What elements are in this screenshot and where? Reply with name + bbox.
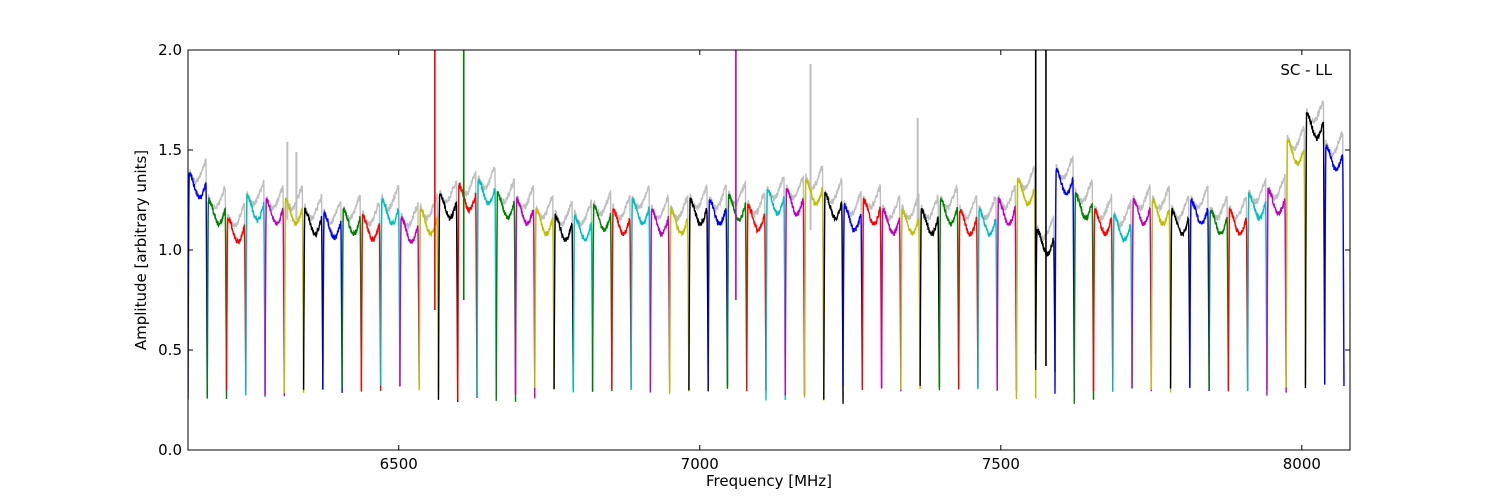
series-line [611, 208, 632, 389]
series-line [476, 178, 497, 398]
series-line [1112, 213, 1133, 392]
series-line [302, 207, 324, 390]
series-line [514, 195, 536, 399]
series-line [1054, 167, 1075, 394]
series-line [649, 208, 671, 393]
series-line [437, 193, 459, 402]
series-line [803, 178, 825, 401]
series-line [938, 196, 960, 391]
series-line [823, 191, 844, 404]
series-line [399, 216, 420, 387]
series-line [668, 205, 690, 394]
series-line [188, 171, 208, 400]
series-line [1324, 144, 1345, 386]
x-tick-label: 8000 [1283, 455, 1321, 473]
series-line [880, 207, 902, 392]
ticks-layer: 6500 7000 7500 8000 0.0 0.5 1.0 1.5 2.0 [158, 41, 1350, 473]
series-line [1304, 112, 1326, 389]
y-tick-label: 1.5 [158, 141, 182, 159]
series-line [1073, 192, 1095, 404]
series-line [1208, 209, 1230, 391]
series-line [1246, 192, 1268, 391]
series-line [726, 193, 748, 391]
series-line [996, 197, 1018, 391]
series-line [264, 197, 286, 397]
series-line [957, 208, 979, 390]
series-line [572, 214, 594, 393]
series-line [1169, 207, 1191, 389]
series-line [1227, 206, 1249, 392]
series-line [688, 197, 709, 392]
y-tick-label: 0.0 [158, 441, 182, 459]
series-line [630, 197, 652, 392]
series-line [977, 207, 998, 391]
y-tick-label: 1.0 [158, 241, 182, 259]
series-line [1266, 186, 1287, 396]
series-line [225, 216, 247, 392]
series-line [495, 191, 517, 402]
series-line [553, 213, 575, 390]
y-tick-label: 0.5 [158, 341, 182, 359]
series-line [283, 196, 305, 393]
series-line [206, 196, 228, 400]
series-line [360, 213, 382, 392]
series-line [765, 189, 786, 401]
series-line [245, 193, 266, 397]
series-line [1189, 198, 1210, 392]
series-line [379, 197, 401, 387]
series-line [1285, 139, 1307, 388]
panel-annotation: SC - LL [1280, 61, 1332, 79]
series-layer [188, 50, 1345, 404]
series-line [746, 203, 767, 392]
series-line [341, 207, 363, 389]
series-line [534, 208, 555, 389]
series-line [591, 203, 613, 392]
series-line [919, 208, 941, 387]
series-line [900, 208, 921, 390]
series-line [1131, 197, 1153, 392]
y-tick-label: 2.0 [158, 41, 182, 59]
series-line [322, 209, 343, 393]
series-line [842, 202, 864, 387]
series-line [861, 197, 883, 391]
x-axis-label: Frequency [MHz] [706, 472, 832, 490]
series-line [784, 188, 806, 396]
series-line [1015, 177, 1037, 400]
series-line [1150, 197, 1172, 393]
series-line [707, 198, 729, 386]
x-tick-label: 7500 [982, 455, 1020, 473]
series-line [1092, 208, 1114, 391]
y-axis-label: Amplitude [arbitrary units] [132, 150, 150, 350]
x-tick-label: 6500 [380, 455, 418, 473]
series-line [457, 181, 478, 401]
x-tick-label: 7000 [681, 455, 719, 473]
